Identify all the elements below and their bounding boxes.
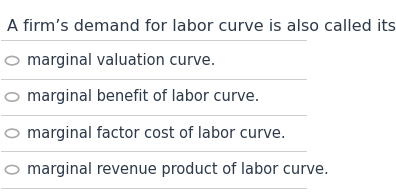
- Text: marginal valuation curve.: marginal valuation curve.: [27, 53, 216, 68]
- Circle shape: [6, 56, 19, 65]
- Text: marginal revenue product of labor curve.: marginal revenue product of labor curve.: [27, 162, 329, 177]
- Text: marginal factor cost of labor curve.: marginal factor cost of labor curve.: [27, 126, 286, 141]
- Text: A firm’s demand for labor curve is also called its: A firm’s demand for labor curve is also …: [8, 19, 396, 34]
- Circle shape: [6, 165, 19, 174]
- Circle shape: [6, 129, 19, 138]
- Text: marginal benefit of labor curve.: marginal benefit of labor curve.: [27, 89, 260, 105]
- Circle shape: [6, 93, 19, 101]
